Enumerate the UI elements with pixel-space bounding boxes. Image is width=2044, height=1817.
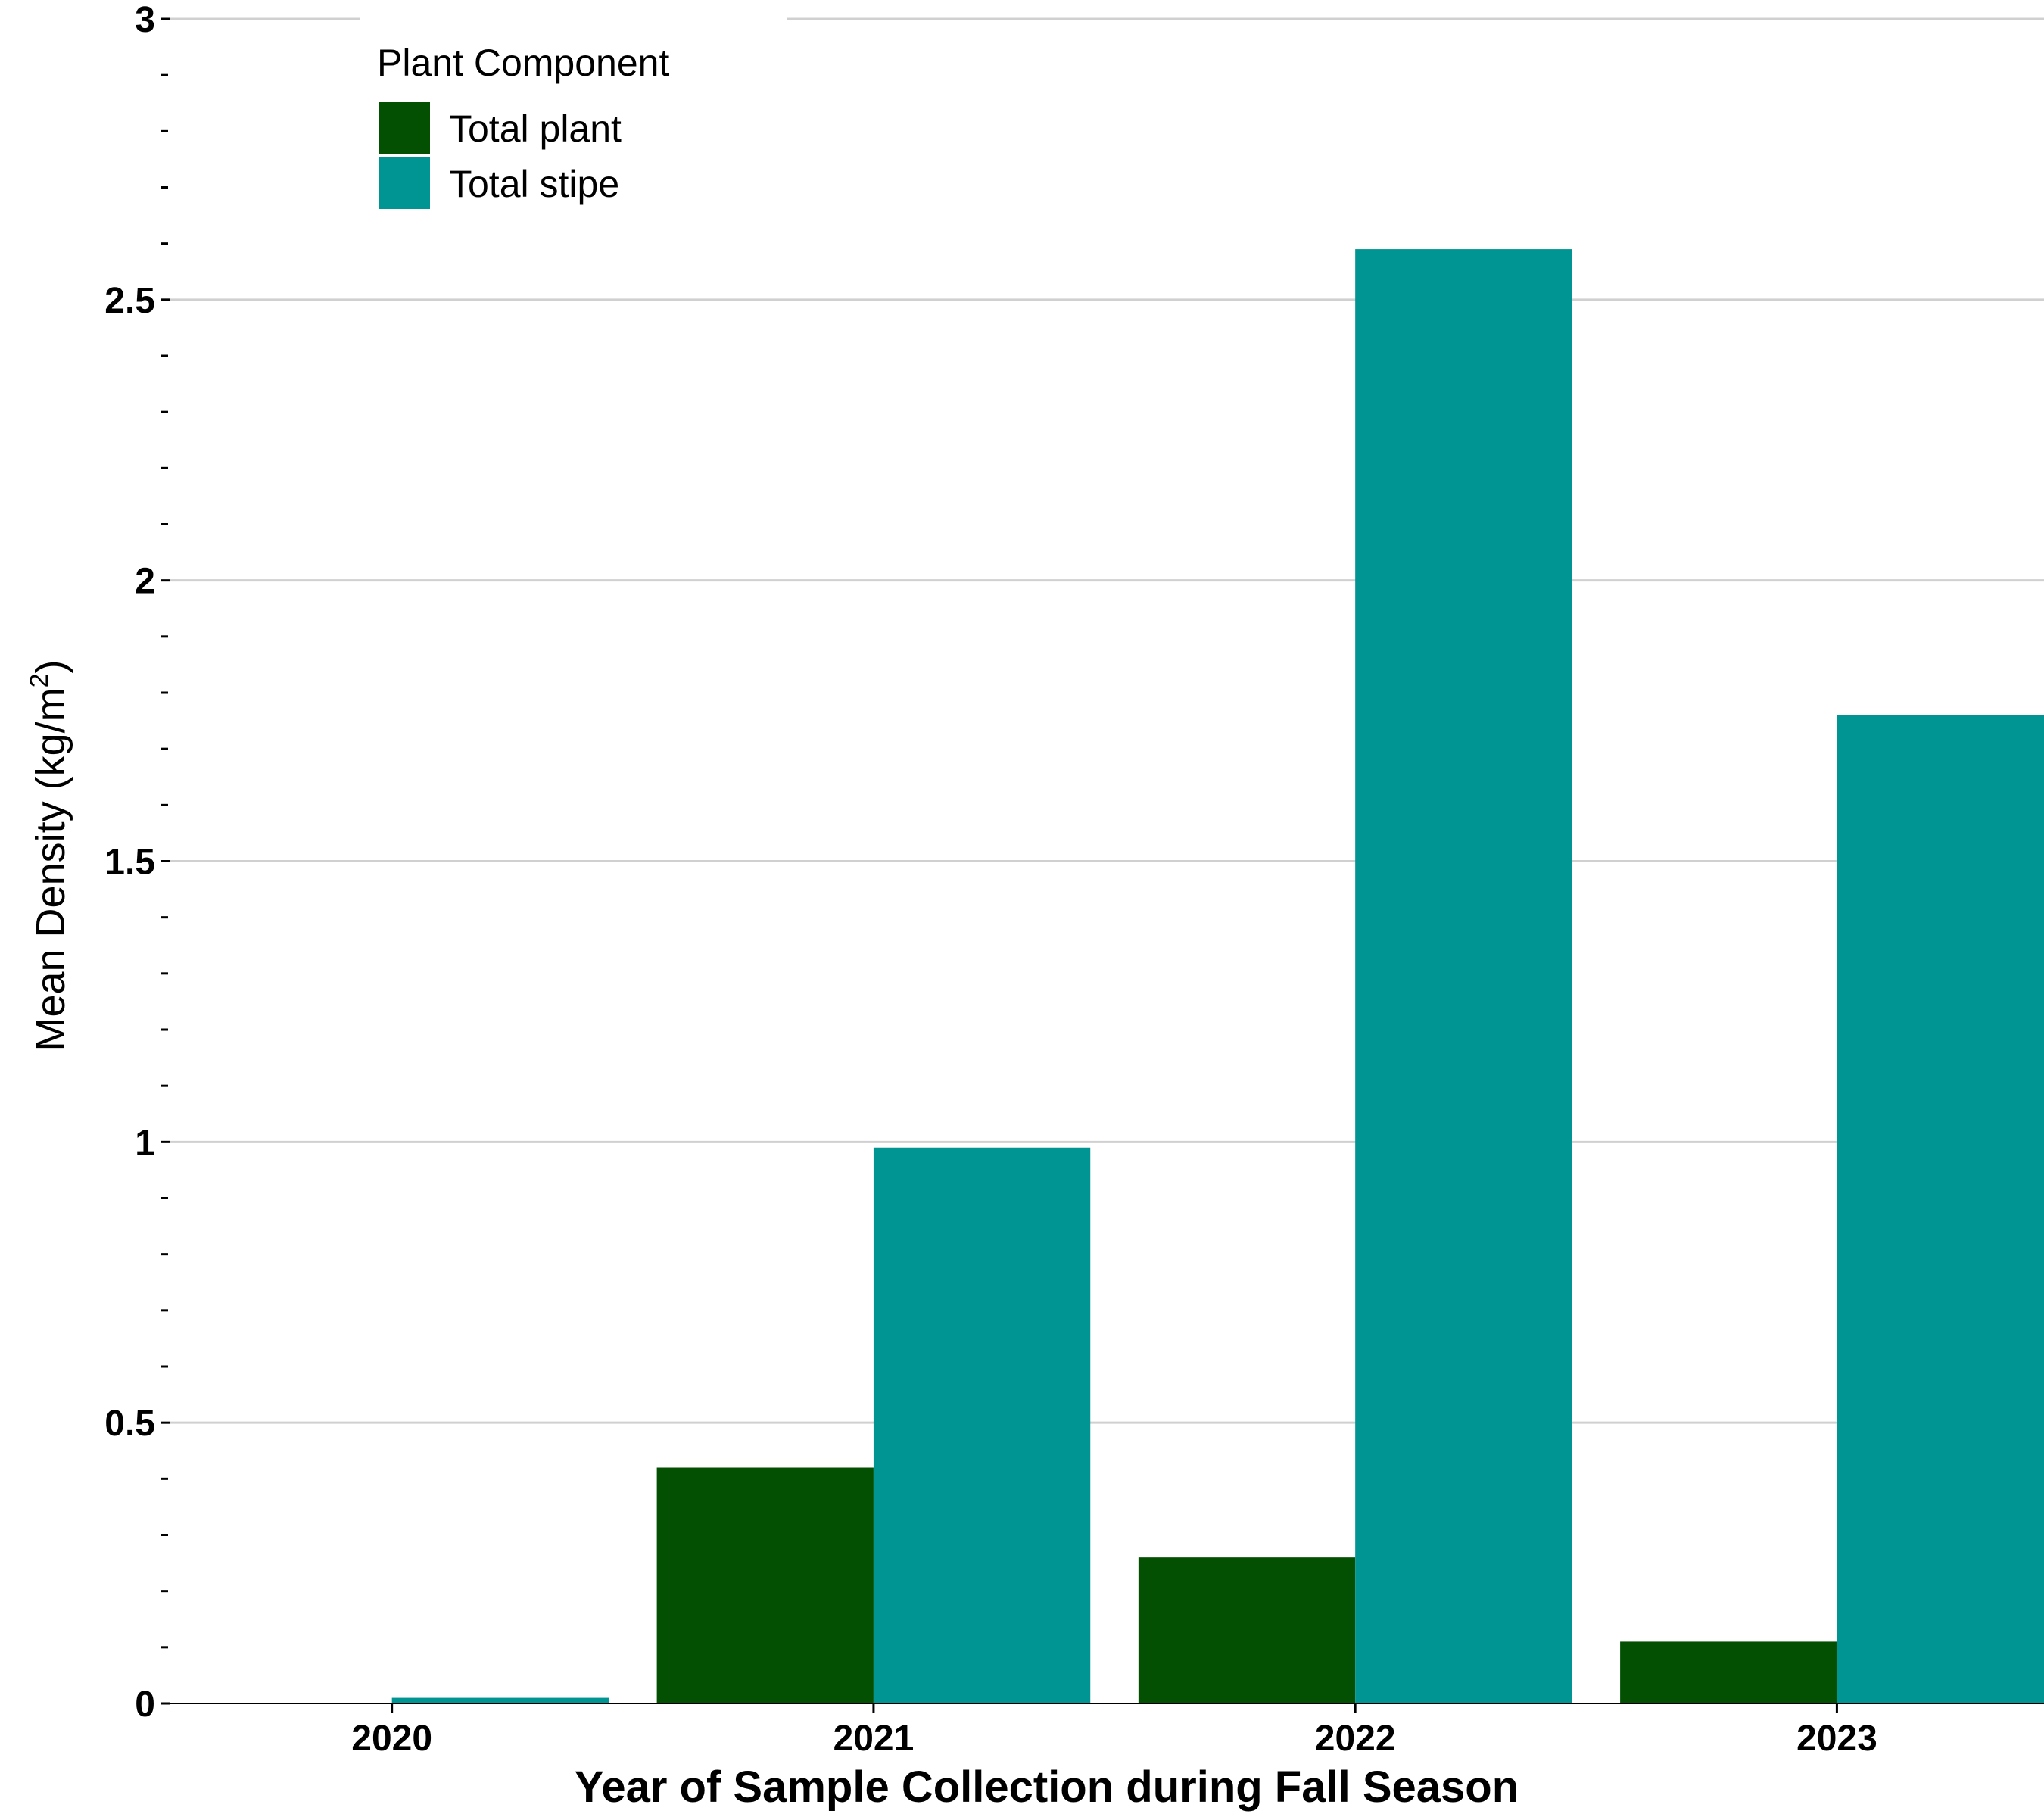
bar-total-stipe-2023: [1837, 715, 2044, 1703]
bar-total-stipe-2022: [1355, 249, 1572, 1703]
legend-items: Total plant Total stipe: [379, 102, 622, 209]
legend-label: Total stipe: [449, 163, 619, 205]
y-axis-title: Mean Density (kg/m2): [25, 659, 73, 1051]
legend-swatch-total-plant: [379, 102, 430, 154]
legend-title: Plant Component: [377, 42, 669, 84]
x-axis-ticks: 2020 2021 2022 2023: [351, 1703, 1877, 1759]
legend: Plant Component Total plant Total stipe: [360, 0, 787, 220]
bar-total-plant-2021: [656, 1467, 874, 1703]
y-tick-label: 3: [135, 0, 155, 40]
x-axis-title: Year of Sample Collection during Fall Se…: [575, 1762, 1519, 1812]
x-tick-label: 2020: [351, 1719, 432, 1759]
bar-total-stipe-2021: [873, 1147, 1091, 1703]
y-tick-label: 0: [135, 1685, 155, 1725]
y-tick-label: 2.5: [104, 281, 155, 321]
y-axis-title-close: ): [28, 659, 73, 673]
legend-background: [360, 0, 787, 220]
y-axis-title-text: Mean Density (kg/m: [28, 687, 73, 1051]
gridlines: [170, 17, 2044, 1424]
bar-total-plant-2022: [1138, 1557, 1356, 1703]
x-tick-label: 2023: [1796, 1719, 1877, 1759]
y-tick-label: 2: [135, 562, 155, 602]
y-axis-title-superscript: 2: [25, 673, 54, 687]
bar-total-plant-2023: [1620, 1641, 1837, 1703]
x-tick-label: 2021: [833, 1719, 915, 1759]
y-axis-ticks: 0 0.5 1 1.5 2 2.5 3: [104, 0, 170, 1725]
bar-total-stipe-2020: [391, 1697, 609, 1703]
legend-swatch-total-stipe: [379, 157, 430, 209]
legend-label: Total plant: [449, 108, 622, 150]
x-tick-label: 2022: [1315, 1719, 1396, 1759]
bars: [391, 249, 2044, 1703]
y-tick-label: 1: [135, 1123, 155, 1163]
y-tick-label: 1.5: [104, 843, 155, 883]
y-tick-label: 0.5: [104, 1404, 155, 1444]
